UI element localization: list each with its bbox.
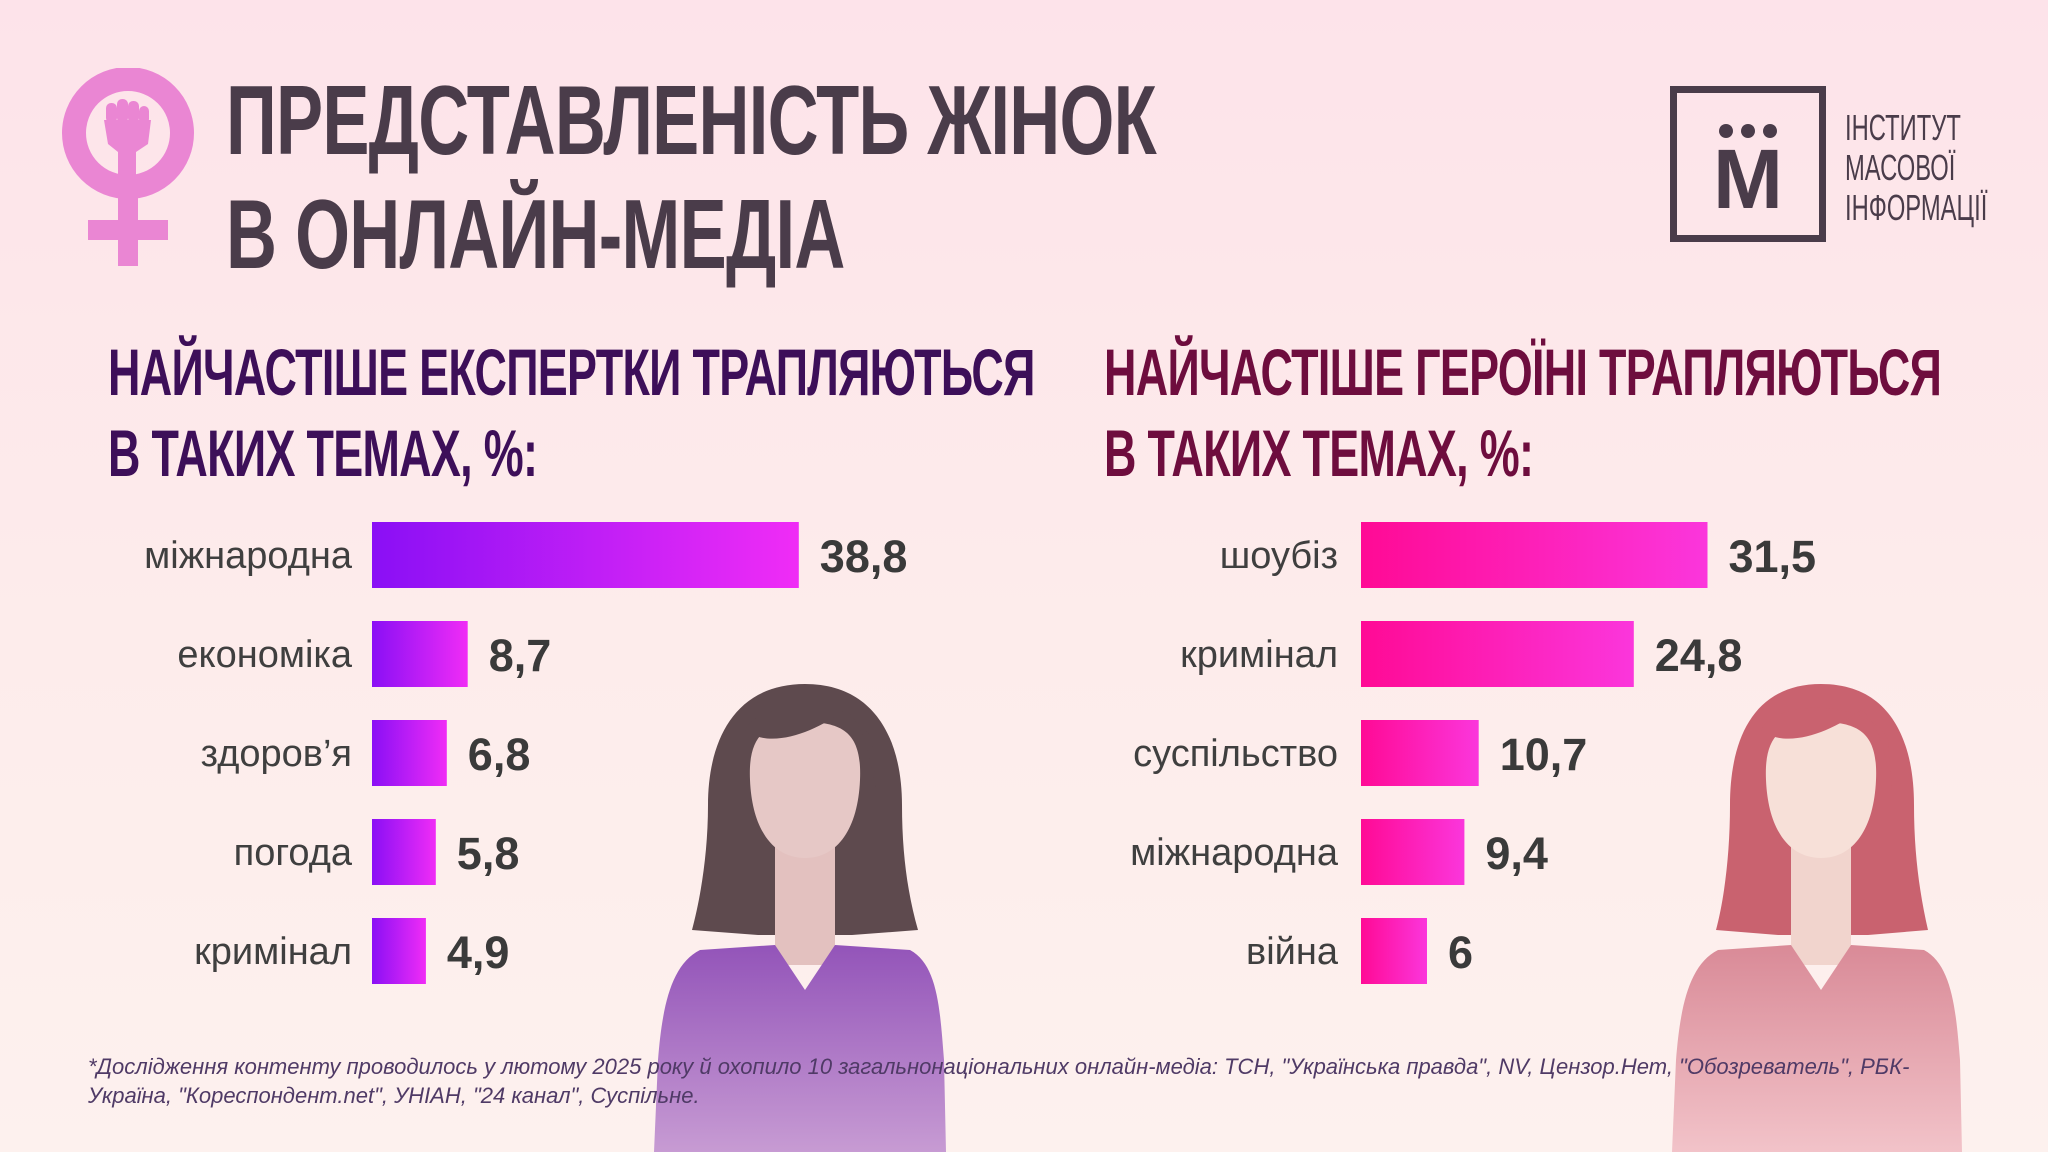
experts-category-label: економіка — [177, 634, 352, 676]
experts-bar — [372, 522, 799, 588]
heroines-category-label: війна — [1246, 931, 1339, 973]
heroines-bar — [1361, 522, 1708, 588]
experts-category-label: погода — [234, 832, 353, 874]
logo-line2: МАСОВОЇ — [1845, 147, 1956, 188]
right-chart-title-line1: НАЙЧАСТІШЕ ГЕРОЇНІ ТРАПЛЯЮТЬСЯ — [1104, 335, 1942, 409]
heroines-value-label: 10,7 — [1500, 729, 1588, 780]
experts-category-label: здоров’я — [201, 733, 352, 775]
logo-line1: ІНСТИТУТ — [1845, 107, 1961, 148]
experts-category-label: міжнародна — [144, 535, 353, 577]
heroines-bar — [1361, 720, 1479, 786]
right-chart-title-line2: В ТАКИХ ТЕМАХ, %: — [1104, 416, 1534, 490]
heroines-category-label: шоубіз — [1220, 535, 1338, 577]
heroines-value-label: 31,5 — [1729, 531, 1817, 582]
heroines-category-label: кримінал — [1180, 634, 1338, 676]
heroines-topics-bar-chart: шоубіз 31,5 кримінал 24,8 суспільство 10,7 між… — [1130, 522, 1817, 984]
imi-logo: М — [1670, 86, 1826, 242]
left-chart-title-line2: В ТАКИХ ТЕМАХ, %: — [108, 416, 538, 490]
logo-letter: М — [1713, 132, 1783, 226]
footnote: *Дослідження контенту проводилось у люто… — [88, 1054, 1910, 1108]
logo-name: ІНСТИТУТ МАСОВОЇ ІНФОРМАЦІЇ — [1845, 108, 1987, 228]
experts-value-label: 4,9 — [447, 927, 510, 978]
logo-line3: ІНФОРМАЦІЇ — [1845, 187, 1988, 228]
woman-expert-illustration — [654, 684, 946, 1152]
experts-bar — [372, 918, 426, 984]
heroines-bar — [1361, 819, 1465, 885]
woman-heroine-illustration — [1672, 684, 1962, 1152]
heroines-bar — [1361, 621, 1634, 687]
experts-value-label: 38,8 — [820, 531, 908, 582]
experts-value-label: 5,8 — [457, 828, 520, 879]
experts-value-label: 8,7 — [489, 630, 552, 681]
heroines-category-label: міжнародна — [1130, 832, 1339, 874]
logo-dots-icon — [1719, 124, 1777, 138]
left-chart-title-line1: НАЙЧАСТІШЕ ЕКСПЕРТКИ ТРАПЛЯЮТЬСЯ — [108, 335, 1035, 409]
heroines-value-label: 9,4 — [1485, 828, 1548, 879]
experts-topics-bar-chart: міжнародна 38,8 економіка 8,7 здоров’я 6,8 пог… — [144, 522, 908, 984]
experts-value-label: 6,8 — [468, 729, 531, 780]
feminist-fist-icon — [62, 68, 194, 266]
experts-bar — [372, 819, 436, 885]
heroines-category-label: суспільство — [1133, 733, 1338, 775]
heroines-value-label: 6 — [1448, 927, 1473, 978]
experts-category-label: кримінал — [194, 931, 352, 973]
heroines-value-label: 24,8 — [1655, 630, 1743, 681]
page-title-line1: ПРЕДСТАВЛЕНІСТЬ ЖІНОК — [226, 65, 1157, 175]
experts-bar — [372, 621, 468, 687]
heroines-bar — [1361, 918, 1427, 984]
page-title-line2: В ОНЛАЙН-МЕДІА — [226, 179, 845, 289]
experts-bar — [372, 720, 447, 786]
